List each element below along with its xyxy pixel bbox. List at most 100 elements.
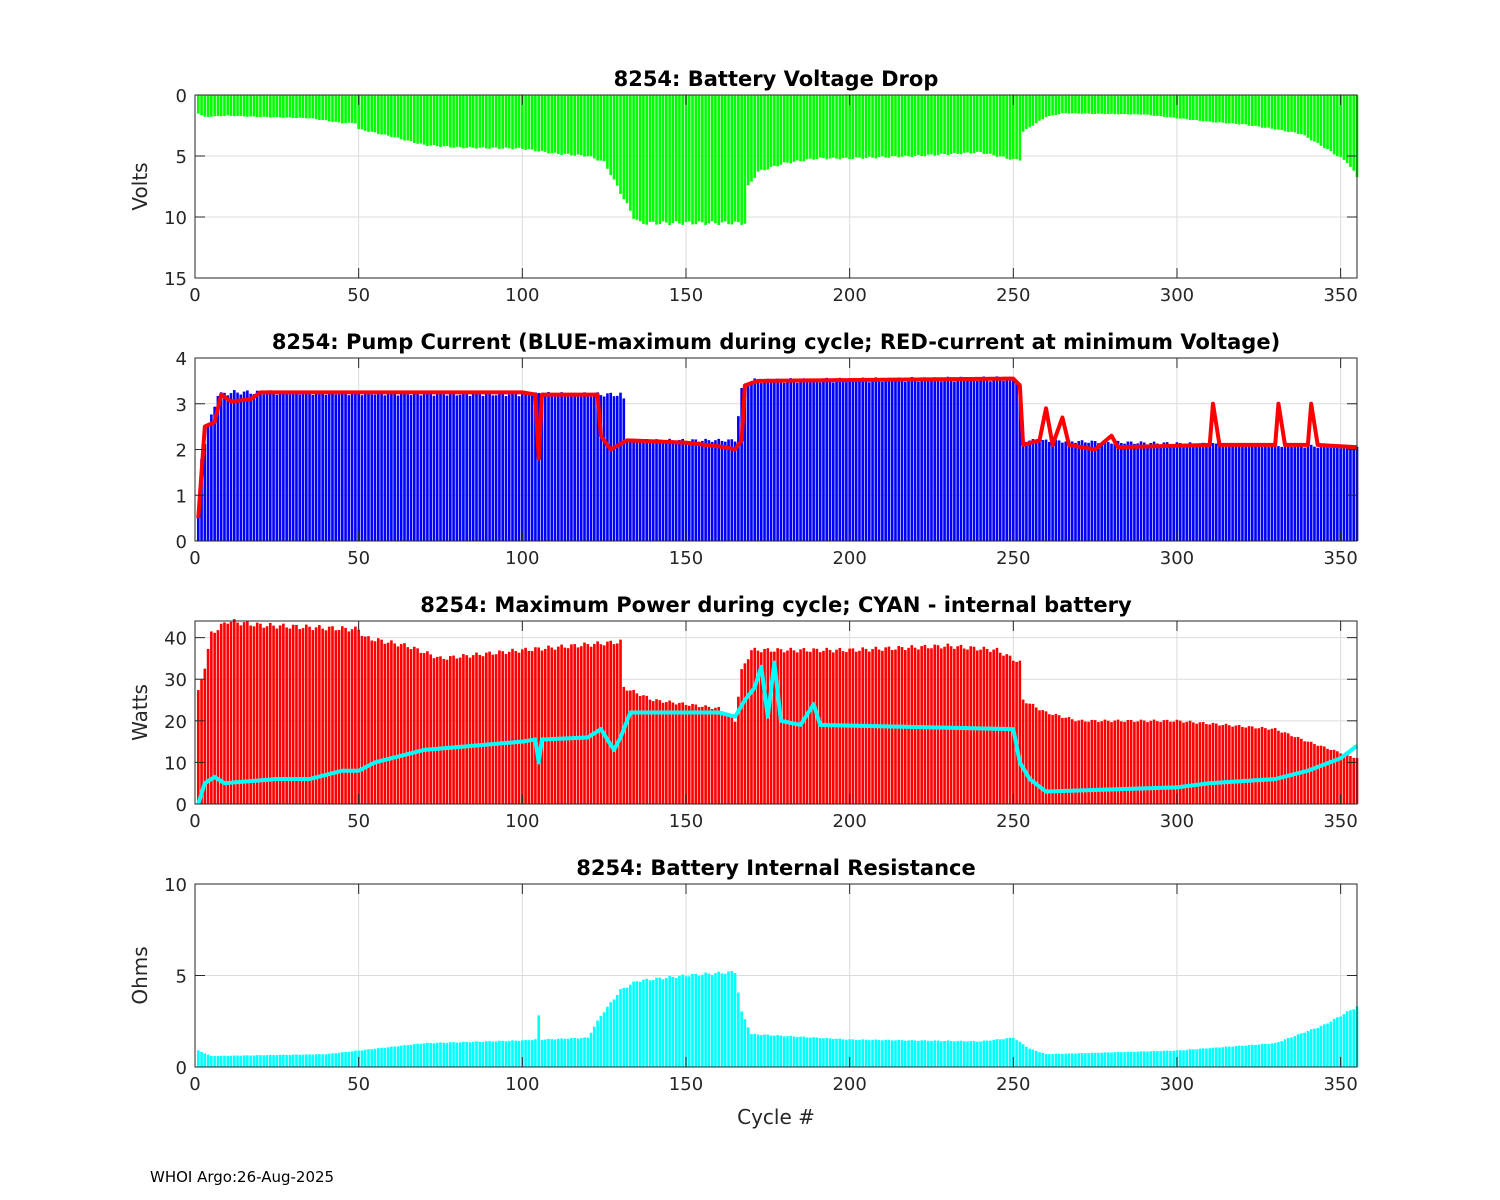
x-tick-label: 350: [1323, 811, 1357, 832]
bar-1-cycle-215: [897, 1039, 901, 1067]
bar-1-cycle-61: [393, 393, 396, 541]
bar-1-cycle-69: [419, 652, 423, 804]
bar-1-cycle-92: [494, 95, 498, 148]
subplot-title: 8254: Battery Voltage Drop: [614, 67, 939, 91]
bar-1-cycle-70: [422, 394, 426, 541]
bar-1-cycle-202: [854, 381, 858, 541]
bar-1-cycle-99: [517, 396, 521, 541]
bar-1-cycle-195: [831, 382, 835, 541]
bar-1-cycle-301: [1178, 1050, 1182, 1067]
bar-1-cycle-118: [579, 95, 583, 156]
bar-1-cycle-68: [416, 1043, 419, 1067]
bar-1-cycle-190: [815, 1037, 819, 1067]
bar-1-cycle-174: [763, 649, 766, 804]
bar-1-cycle-35: [308, 626, 311, 804]
bar-1-cycle-106: [540, 1039, 544, 1067]
bar-1-cycle-197: [838, 377, 842, 541]
y-tick-label: 0: [176, 532, 187, 553]
bar-1-cycle-42: [331, 95, 334, 122]
bar-1-cycle-17: [249, 393, 252, 541]
subplot-title: 8254: Maximum Power during cycle; CYAN -…: [420, 593, 1132, 617]
bar-1-cycle-9: [223, 392, 226, 541]
bar-1-cycle-47: [347, 1051, 351, 1067]
bar-1-cycle-331: [1277, 1042, 1280, 1067]
bar-1-cycle-190: [815, 378, 819, 541]
bar-1-cycle-219: [910, 1040, 914, 1067]
bar-1-cycle-340: [1306, 741, 1310, 804]
bar-1-cycle-188: [809, 95, 812, 159]
bar-1-cycle-326: [1260, 1043, 1264, 1067]
bar-1-cycle-266: [1064, 441, 1067, 541]
bar-1-cycle-155: [701, 706, 704, 804]
bar-1-cycle-314: [1221, 1047, 1225, 1067]
bar-1-cycle-294: [1156, 1051, 1159, 1067]
bar-1-cycle-212: [887, 1039, 891, 1067]
bar-1-cycle-149: [681, 438, 685, 541]
bar-1-cycle-276: [1097, 443, 1100, 541]
bar-1-cycle-33: [301, 628, 305, 804]
bar-1-cycle-315: [1224, 443, 1228, 541]
bar-1-cycle-175: [766, 1034, 770, 1067]
bar-1-cycle-157: [707, 440, 711, 541]
y-axis-label: Watts: [128, 684, 152, 741]
bar-1-cycle-29: [288, 95, 292, 118]
bar-1-cycle-144: [665, 440, 668, 541]
bar-1-cycle-267: [1067, 717, 1071, 804]
bar-1-cycle-41: [327, 95, 331, 122]
bar-1-cycle-246: [998, 95, 1002, 157]
bar-1-cycle-173: [759, 1035, 763, 1067]
bar-1-cycle-183: [792, 650, 796, 804]
bar-1-cycle-153: [694, 95, 698, 225]
bar-1-cycle-179: [779, 95, 783, 165]
bar-1-cycle-181: [786, 1036, 789, 1067]
bar-1-cycle-133: [629, 690, 632, 804]
bar-1-cycle-252: [1018, 660, 1022, 804]
bar-1-cycle-2: [200, 1051, 203, 1067]
bar-1-cycle-76: [442, 394, 446, 541]
bar-1-cycle-94: [501, 1040, 504, 1067]
bar-1-cycle-283: [1120, 721, 1123, 804]
bar-1-cycle-15: [242, 95, 246, 117]
bar-1-cycle-305: [1192, 1049, 1195, 1067]
bar-1-cycle-255: [1028, 95, 1031, 128]
bar-1-cycle-223: [923, 644, 927, 804]
bar-1-cycle-321: [1244, 1045, 1248, 1067]
bar-1-cycle-168: [743, 1019, 747, 1067]
bar-1-cycle-333: [1283, 732, 1287, 804]
bar-1-cycle-61: [393, 643, 396, 804]
bar-1-cycle-82: [462, 1041, 465, 1067]
bar-1-cycle-78: [449, 95, 452, 148]
bar-1-cycle-162: [723, 95, 727, 222]
bar-1-cycle-189: [812, 1037, 815, 1067]
bar-1-cycle-195: [831, 1039, 835, 1067]
bar-1-cycle-138: [645, 439, 649, 541]
bar-1-cycle-241: [982, 646, 986, 804]
bar-1-cycle-240: [979, 379, 982, 541]
bar-1-cycle-209: [877, 95, 881, 158]
bar-1-cycle-163: [727, 439, 730, 541]
bar-1-cycle-307: [1198, 1048, 1202, 1067]
bar-1-cycle-312: [1214, 95, 1218, 123]
bar-1-cycle-299: [1172, 1050, 1176, 1067]
bar-1-cycle-120: [586, 644, 590, 804]
bar-1-cycle-78: [449, 1042, 452, 1067]
bar-1-cycle-109: [550, 95, 554, 154]
bar-1-cycle-335: [1290, 736, 1293, 804]
bar-1-cycle-291: [1146, 722, 1149, 804]
bar-1-cycle-328: [1267, 729, 1270, 804]
bar-1-cycle-85: [471, 655, 475, 804]
bar-1-cycle-295: [1159, 444, 1162, 541]
bar-1-cycle-261: [1048, 1054, 1051, 1067]
bar-1-cycle-9: [223, 622, 226, 804]
bar-1-cycle-139: [648, 95, 652, 222]
bar-1-cycle-279: [1106, 441, 1110, 541]
bar-1-cycle-60: [390, 640, 393, 804]
bar-1-cycle-187: [805, 381, 809, 541]
bar-1-cycle-303: [1185, 721, 1189, 804]
bar-1-cycle-235: [962, 1041, 966, 1067]
bar-1-cycle-333: [1283, 95, 1287, 132]
bar-1-cycle-93: [498, 95, 501, 149]
bar-1-cycle-1: [196, 690, 200, 804]
bar-1-cycle-12: [232, 95, 236, 117]
bar-1-cycle-275: [1093, 95, 1097, 114]
